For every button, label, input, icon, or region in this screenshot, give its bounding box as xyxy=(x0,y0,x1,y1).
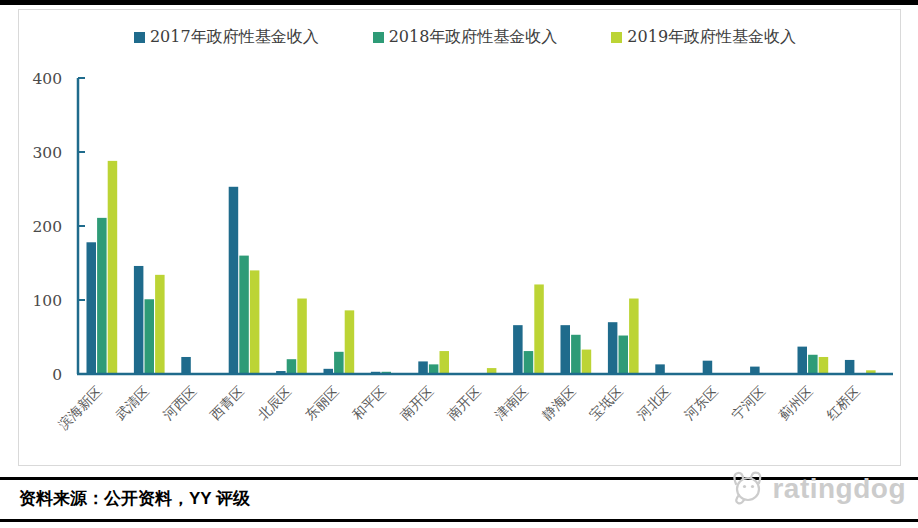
bar-2018年政府性基金收入-北辰区 xyxy=(287,359,297,374)
bar-2019年政府性基金收入-东丽区 xyxy=(345,310,355,374)
bar-2018年政府性基金收入-宝坻区 xyxy=(619,336,629,374)
bar-2019年政府性基金收入-静海区 xyxy=(582,350,592,374)
y-axis-label: 400 xyxy=(32,70,62,88)
bar-2017年政府性基金收入-滨海新区 xyxy=(87,242,97,374)
dog-icon xyxy=(726,469,768,509)
bar-2019年政府性基金收入-武清区 xyxy=(155,275,165,374)
x-axis-label: 南开区 xyxy=(396,383,436,423)
x-axis-label: 西青区 xyxy=(207,383,247,423)
bar-2019年政府性基金收入-西青区 xyxy=(250,270,260,374)
bar-2018年政府性基金收入-西青区 xyxy=(239,256,249,374)
x-axis-label: 北辰区 xyxy=(254,383,295,424)
bar-2018年政府性基金收入-津南区 xyxy=(524,351,534,374)
logo-text: ratingdog xyxy=(772,473,906,505)
bar-2019年政府性基金收入-津南区 xyxy=(534,284,544,374)
bar-2017年政府性基金收入-津南区 xyxy=(513,325,523,374)
bar-2019年政府性基金收入-北辰区 xyxy=(297,299,307,374)
bar-2017年政府性基金收入-河北区 xyxy=(655,364,665,374)
bar-2019年政府性基金收入-蓟州区 xyxy=(819,357,829,374)
x-axis-label: 蓟州区 xyxy=(776,383,816,423)
bar-2018年政府性基金收入-静海区 xyxy=(571,335,581,374)
x-axis-label: 宝坻区 xyxy=(586,383,626,423)
x-axis-label: 津南区 xyxy=(491,383,532,424)
bar-2018年政府性基金收入-蓟州区 xyxy=(808,355,818,374)
bar-2017年政府性基金收入-宝坻区 xyxy=(608,322,618,374)
bar-2017年政府性基金收入-武清区 xyxy=(134,266,144,374)
x-axis-label: 和平区 xyxy=(349,383,389,423)
ratingdog-logo: ratingdog xyxy=(726,466,906,512)
bar-2017年政府性基金收入-南开区 xyxy=(418,361,428,374)
y-axis-label: 100 xyxy=(32,292,62,310)
bar-2017年政府性基金收入-红桥区 xyxy=(845,360,855,374)
x-axis-label: 静海区 xyxy=(539,383,579,423)
y-axis-label: 200 xyxy=(32,218,62,236)
source-note: 资料来源：公开资料，YY 评级 xyxy=(19,487,250,510)
bar-2019年政府性基金收入-宝坻区 xyxy=(629,299,639,374)
bar-2017年政府性基金收入-河西区 xyxy=(181,357,191,374)
y-axis-label: 300 xyxy=(32,144,62,162)
bar-2017年政府性基金收入-静海区 xyxy=(561,325,571,374)
bar-2017年政府性基金收入-蓟州区 xyxy=(798,347,808,374)
x-axis-label: 滨海新区 xyxy=(55,383,104,432)
bar-2019年政府性基金收入-滨海新区 xyxy=(108,161,118,374)
footer-divider-bottom xyxy=(0,519,918,522)
x-axis-label: 河北区 xyxy=(633,383,673,423)
x-axis-label: 武清区 xyxy=(111,383,152,424)
bar-2018年政府性基金收入-南开区 xyxy=(429,364,439,374)
x-axis-label: 河西区 xyxy=(159,383,199,423)
bar-2018年政府性基金收入-东丽区 xyxy=(334,352,344,374)
x-axis-label: 红桥区 xyxy=(822,383,863,424)
bar-2019年政府性基金收入-南开区 xyxy=(440,351,450,374)
x-axis-label: 宁河区 xyxy=(728,383,768,423)
x-axis-label: 东丽区 xyxy=(302,383,342,423)
bar-2017年政府性基金收入-西青区 xyxy=(229,187,239,374)
bar-2018年政府性基金收入-武清区 xyxy=(145,299,155,374)
chart-plot: 0100200300400滨海新区武清区河西区西青区北辰区东丽区和平区南开区南开… xyxy=(0,0,918,528)
bar-2018年政府性基金收入-滨海新区 xyxy=(97,218,107,374)
x-axis-label: 河东区 xyxy=(681,383,721,423)
x-axis-label: 南开区 xyxy=(444,383,484,423)
y-axis-label: 0 xyxy=(52,366,62,384)
bar-2017年政府性基金收入-河东区 xyxy=(703,361,713,374)
